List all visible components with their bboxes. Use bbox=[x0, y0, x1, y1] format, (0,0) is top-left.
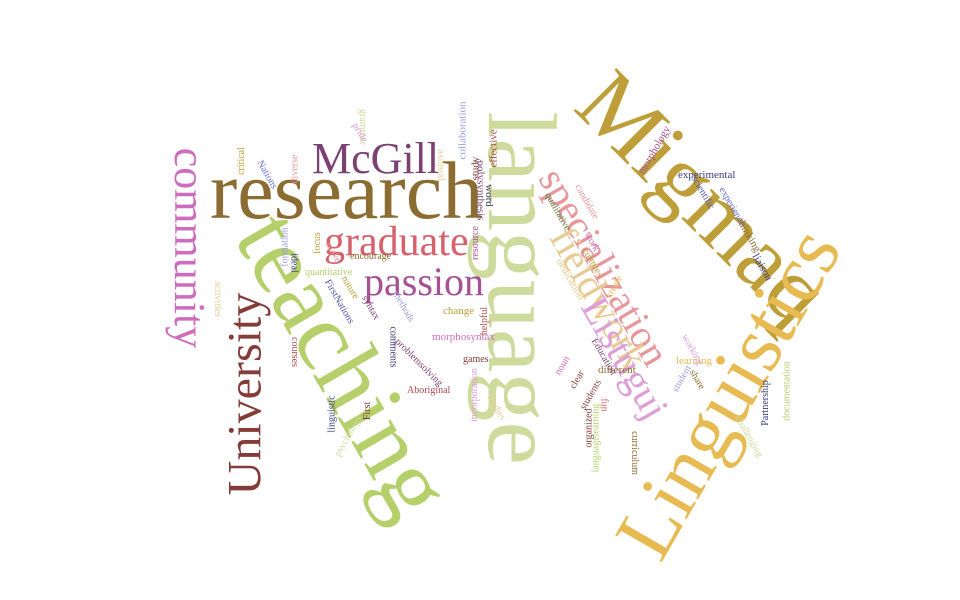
word-partnership: Partnership bbox=[759, 380, 771, 426]
word-encourage: encourage bbox=[350, 251, 392, 262]
word-activities: activities bbox=[212, 280, 224, 318]
word-games: games bbox=[463, 354, 489, 365]
word-morphosyntax: morphosyntax bbox=[432, 331, 495, 343]
word-ideal: ideal bbox=[288, 253, 300, 273]
word-courses: courses bbox=[289, 337, 300, 367]
word-community: community bbox=[165, 147, 215, 349]
word-resource: resource bbox=[469, 226, 481, 260]
word-effective: effective bbox=[487, 129, 500, 168]
word-word: word bbox=[482, 184, 495, 207]
word-incorporation: incorporation bbox=[468, 368, 480, 422]
word-university: University bbox=[218, 292, 272, 496]
word-learning: learning bbox=[676, 355, 713, 367]
word-different: different bbox=[598, 364, 636, 376]
word-organized: organized bbox=[583, 408, 595, 448]
word-fun: fun bbox=[598, 398, 610, 412]
word-passion: passion bbox=[364, 259, 484, 304]
word-critical: critical bbox=[235, 147, 247, 175]
word-experimental: experimental bbox=[678, 169, 736, 181]
word-graduate: graduate bbox=[324, 219, 469, 265]
word-focus: focus bbox=[311, 232, 323, 254]
word-mcgill: McGill bbox=[312, 134, 440, 183]
word-linguistic: linguistic bbox=[326, 395, 338, 433]
word-collaboration: collaboration bbox=[456, 101, 469, 160]
word-curriculum: curriculum bbox=[628, 431, 640, 475]
word-quantitative: quantitative bbox=[305, 267, 353, 278]
word-positive: positive bbox=[434, 149, 446, 181]
word-aboriginal: Aboriginal bbox=[407, 385, 451, 396]
word-documentation: documentation bbox=[781, 361, 793, 421]
word-change: change bbox=[443, 305, 475, 317]
word-diverse: diverse bbox=[289, 154, 301, 184]
word-research: research bbox=[210, 145, 484, 236]
word-language: language bbox=[466, 111, 575, 465]
